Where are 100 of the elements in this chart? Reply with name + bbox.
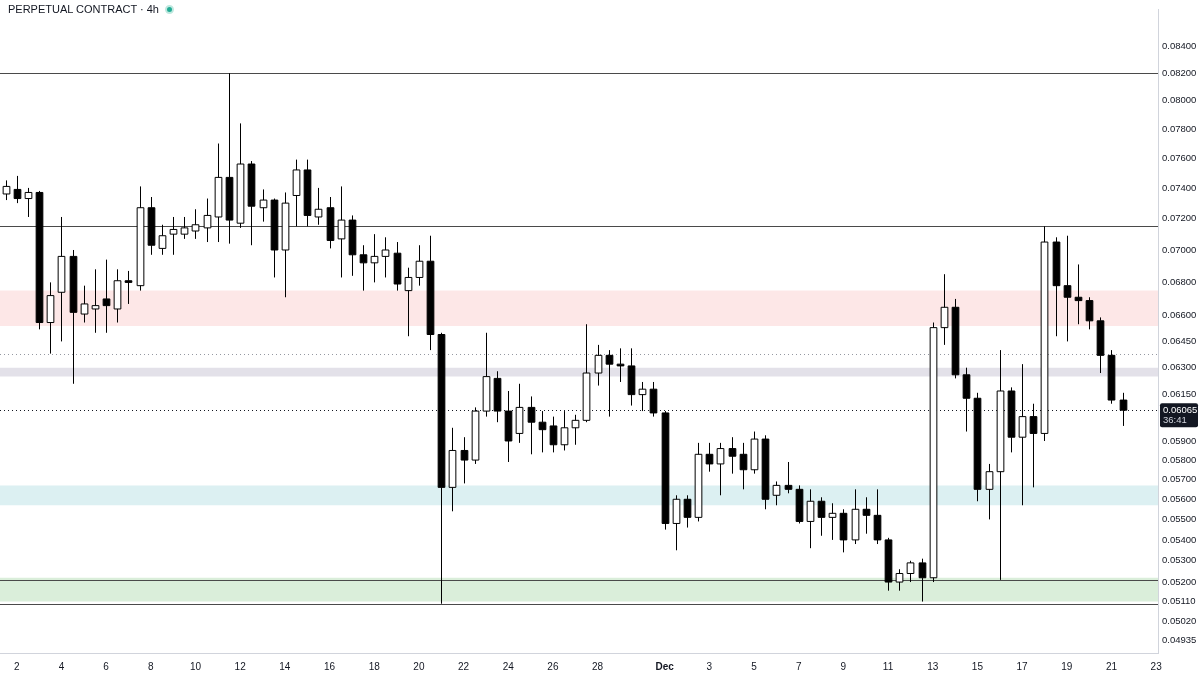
candlestick <box>158 224 167 256</box>
candlestick <box>582 323 591 423</box>
text: 36:41 <box>1163 413 1187 425</box>
candlestick <box>113 268 122 324</box>
candlestick <box>169 216 178 256</box>
y-tick-label: 0.05900 <box>1162 434 1197 446</box>
y-tick-label: 0.05400 <box>1162 533 1197 545</box>
candlestick <box>303 159 312 227</box>
candlestick <box>985 463 994 520</box>
candlestick <box>270 198 279 278</box>
candlestick <box>2 179 11 201</box>
y-tick-label: 0.07400 <box>1162 181 1197 193</box>
candlestick <box>247 160 256 246</box>
candlestick <box>839 508 848 553</box>
x-tick-label: 5 <box>751 660 758 672</box>
candlestick <box>1119 392 1128 427</box>
x-tick-label: 23 <box>1150 660 1163 672</box>
candlestick <box>13 175 22 204</box>
candlestick <box>415 244 424 287</box>
candlestick <box>404 267 413 337</box>
x-tick-label: 14 <box>279 660 291 672</box>
candlestick <box>348 214 357 277</box>
candlestick <box>538 410 547 453</box>
x-tick-label: 2 <box>13 660 20 672</box>
x-tick-label: 21 <box>1105 660 1118 672</box>
candlestick <box>46 281 55 355</box>
candlestick <box>638 381 647 412</box>
candlestick <box>69 249 78 385</box>
candlestick <box>649 381 658 418</box>
candlestick <box>1029 403 1038 488</box>
candlestick <box>1074 263 1083 325</box>
x-tick-label: 9 <box>840 660 847 672</box>
y-tick-label: 0.05200 <box>1162 575 1197 587</box>
y-tick-label: 0.05800 <box>1162 453 1197 465</box>
x-tick-label: 13 <box>927 660 939 672</box>
candlestick <box>1052 236 1061 337</box>
candlestick <box>616 347 625 383</box>
candlestick <box>962 367 971 433</box>
y-tick-label: 0.07800 <box>1162 122 1197 134</box>
candlestick <box>918 558 927 603</box>
candlestick <box>940 273 949 346</box>
candlestick <box>716 442 725 496</box>
candlestick <box>437 332 446 605</box>
candlestick <box>862 496 871 535</box>
candlestick <box>460 436 469 484</box>
candlestick <box>527 395 536 455</box>
x-tick-label: 18 <box>368 660 381 672</box>
y-tick-label: 0.05300 <box>1162 554 1197 566</box>
candlestick <box>694 442 703 522</box>
x-tick-label: 26 <box>547 660 559 672</box>
candlestick <box>683 494 692 529</box>
candlestick <box>1107 349 1116 405</box>
x-tick-label: 20 <box>413 660 425 672</box>
y-tick-label: 0.06300 <box>1162 361 1197 373</box>
x-tick-label: 10 <box>189 660 202 672</box>
y-tick-label: 0.07600 <box>1162 151 1197 163</box>
x-tick-label: 11 <box>882 660 894 672</box>
ref-line-label: 0.06065 <box>1163 403 1198 415</box>
candlestick <box>448 427 457 512</box>
candlestick <box>515 383 524 444</box>
y-tick-label: 0.08000 <box>1162 94 1197 106</box>
candlestick <box>370 233 379 283</box>
candlestick <box>314 187 323 226</box>
y-tick-label: 0.05500 <box>1162 513 1197 525</box>
candlestick <box>471 406 480 465</box>
y-tick-label: 0.05700 <box>1162 473 1197 485</box>
chart-title: PERPETUAL CONTRACT · 4h <box>8 3 159 15</box>
x-tick-label: 12 <box>234 660 247 672</box>
candlestick <box>661 410 670 531</box>
candlestick <box>806 488 815 549</box>
candlestick <box>605 349 614 418</box>
candlestick <box>873 488 882 545</box>
y-tick-label: 0.05020 <box>1162 615 1197 627</box>
candlestick <box>180 216 189 240</box>
candlestick <box>750 431 759 475</box>
candlestick <box>259 188 268 223</box>
x-tick-label: 8 <box>148 660 155 672</box>
candlestick <box>929 322 938 583</box>
candlestick <box>705 442 714 473</box>
y-tick-label: 0.04935 <box>1162 634 1197 646</box>
candlestick <box>772 480 781 506</box>
candlestick <box>281 191 290 298</box>
y-tick-label: 0.08400 <box>1162 39 1197 51</box>
candlestick <box>594 344 603 387</box>
candlestick <box>1096 316 1105 374</box>
candlestick <box>147 196 156 256</box>
candlestick <box>728 436 737 475</box>
candlestick <box>549 416 558 453</box>
candlestick <box>236 122 245 229</box>
y-tick-label: 0.07000 <box>1162 243 1197 255</box>
x-tick-label: 24 <box>502 660 515 672</box>
candlestick <box>337 185 346 278</box>
candlestick <box>35 190 44 330</box>
candlestick <box>996 349 1005 581</box>
candlestick <box>57 216 66 342</box>
x-tick-label: 19 <box>1061 660 1073 672</box>
candlestick <box>973 392 982 502</box>
candlestick <box>136 185 145 292</box>
candlestick <box>1085 296 1094 330</box>
x-tick-label: 16 <box>323 660 336 672</box>
